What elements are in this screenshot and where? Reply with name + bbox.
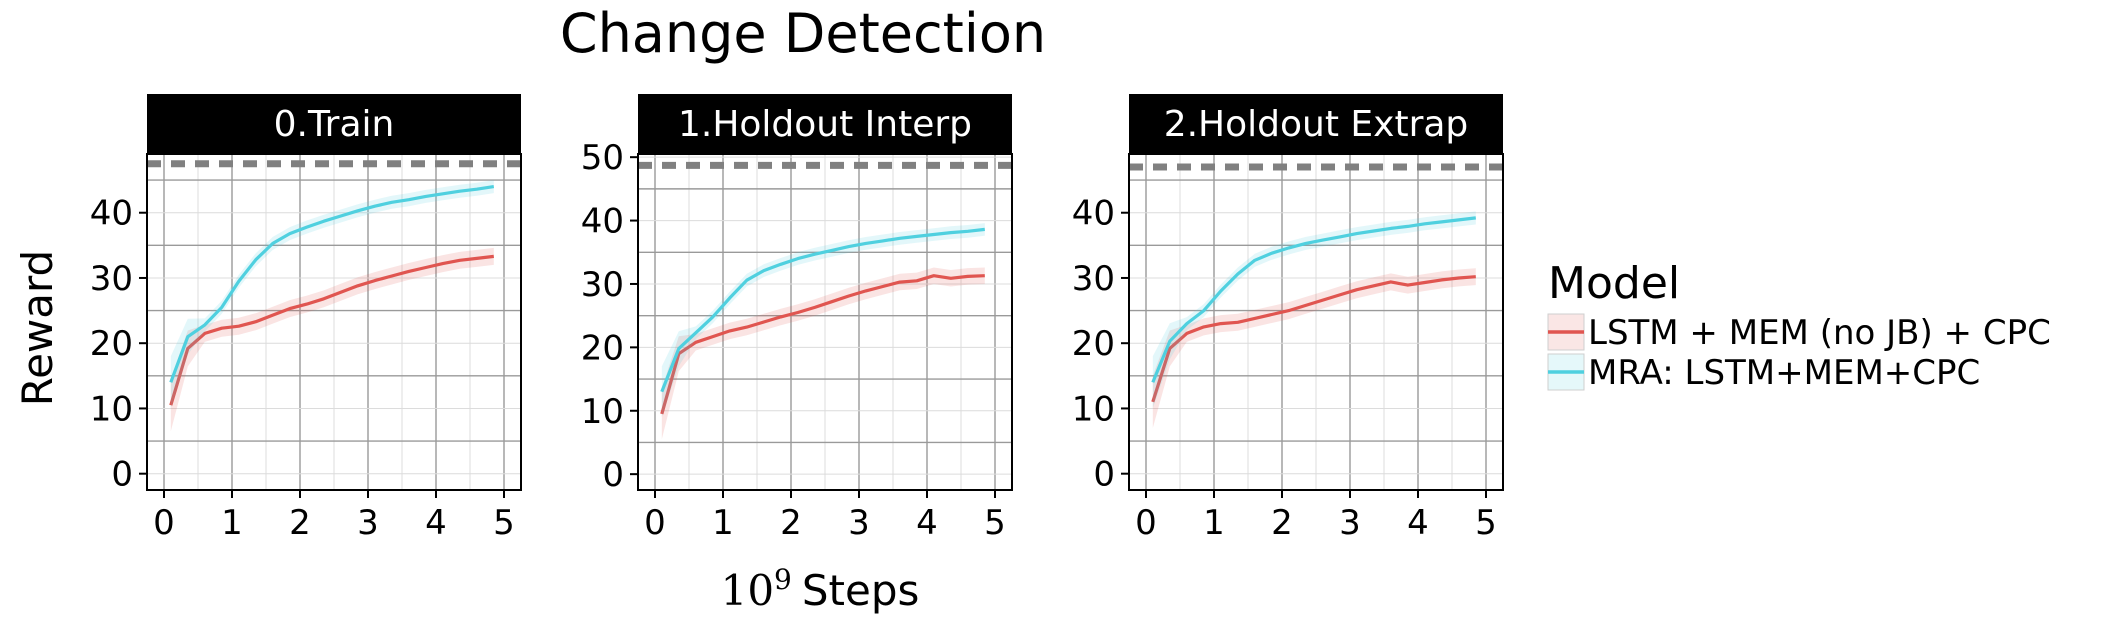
series-band-0 bbox=[661, 267, 985, 440]
y-tick-label: 40 bbox=[581, 202, 624, 242]
y-tick-label: 40 bbox=[90, 194, 133, 234]
x-axis-label-exponent: 9 bbox=[774, 563, 792, 596]
chart-title: Change Detection bbox=[560, 2, 1046, 65]
series-line-0 bbox=[169, 254, 494, 406]
legend-label-1: MRA: LSTM+MEM+CPC bbox=[1588, 353, 1980, 393]
x-tick-label: 4 bbox=[916, 503, 938, 543]
panel-2: 2.Holdout Extrap 0 10 20 30 40 0 1 2 3 4 5 bbox=[1072, 94, 1504, 543]
y-tick-label: 10 bbox=[1072, 389, 1115, 429]
panel-title: 1.Holdout Interp bbox=[678, 104, 972, 145]
y-tick-label: 50 bbox=[581, 138, 624, 178]
y-tick-label: 40 bbox=[1072, 194, 1115, 234]
x-tick-label: 3 bbox=[357, 503, 379, 543]
panel-grid bbox=[147, 154, 521, 490]
x-axis-label-unit: Steps bbox=[802, 566, 920, 615]
panel-frame bbox=[146, 153, 522, 491]
panel-grid bbox=[1129, 154, 1503, 490]
panel-strip bbox=[147, 94, 521, 154]
x-tick-label: 1 bbox=[221, 503, 243, 543]
x-axis-label-base: 10 bbox=[721, 566, 774, 615]
panel-frame bbox=[637, 153, 1013, 491]
series-line-1 bbox=[660, 227, 985, 393]
panel-strip bbox=[1129, 94, 1503, 154]
x-tick-label: 0 bbox=[1135, 503, 1157, 543]
x-tick-label: 0 bbox=[644, 503, 666, 543]
panel-grid bbox=[638, 154, 1012, 490]
series-band-0 bbox=[170, 247, 494, 432]
y-tick-label: 0 bbox=[111, 455, 133, 495]
x-tick-label: 2 bbox=[1271, 503, 1293, 543]
y-tick-label: 30 bbox=[581, 265, 624, 305]
series-line-0 bbox=[660, 274, 985, 415]
y-tick-label: 30 bbox=[1072, 259, 1115, 299]
panel-frame bbox=[1128, 153, 1504, 491]
x-tick-label: 1 bbox=[712, 503, 734, 543]
x-tick-label: 5 bbox=[493, 503, 515, 543]
y-tick-label: 20 bbox=[1072, 324, 1115, 364]
y-tick-label: 10 bbox=[90, 389, 133, 429]
x-tick-label: 0 bbox=[153, 503, 175, 543]
series-line-1 bbox=[169, 185, 495, 383]
x-tick-label: 1 bbox=[1203, 503, 1225, 543]
series-line-0 bbox=[1151, 275, 1476, 403]
panel-1: 1.Holdout Interp 0 10 20 30 40 50 0 1 2 3 4 5 bbox=[581, 94, 1013, 543]
x-tick-label: 2 bbox=[289, 503, 311, 543]
y-axis-label: Reward bbox=[13, 250, 62, 406]
panel-strip bbox=[638, 94, 1012, 154]
y-tick-label: 30 bbox=[90, 259, 133, 299]
x-tick-label: 4 bbox=[425, 503, 447, 543]
x-tick-label: 4 bbox=[1407, 503, 1429, 543]
y-tick-label: 20 bbox=[90, 324, 133, 364]
x-tick-label: 3 bbox=[1339, 503, 1361, 543]
y-tick-label: 0 bbox=[602, 455, 624, 495]
panel-title: 2.Holdout Extrap bbox=[1164, 104, 1469, 145]
y-tick-label: 20 bbox=[581, 328, 624, 368]
x-axis-label: 109 Steps bbox=[721, 563, 920, 615]
legend-title: Model bbox=[1548, 258, 1680, 309]
x-tick-label: 3 bbox=[848, 503, 870, 543]
y-tick-label: 0 bbox=[1093, 455, 1115, 495]
panel-title: 0.Train bbox=[274, 104, 395, 145]
x-tick-label: 5 bbox=[984, 503, 1006, 543]
x-tick-label: 5 bbox=[1475, 503, 1497, 543]
legend-label-0: LSTM + MEM (no JB) + CPC bbox=[1588, 313, 2051, 353]
series-line-1 bbox=[1151, 216, 1476, 383]
x-tick-label: 2 bbox=[780, 503, 802, 543]
series-band-0 bbox=[1152, 268, 1476, 428]
panel-0: 0.Train 0 10 20 30 40 0 1 2 3 4 5 bbox=[90, 94, 522, 543]
y-tick-label: 10 bbox=[581, 392, 624, 432]
